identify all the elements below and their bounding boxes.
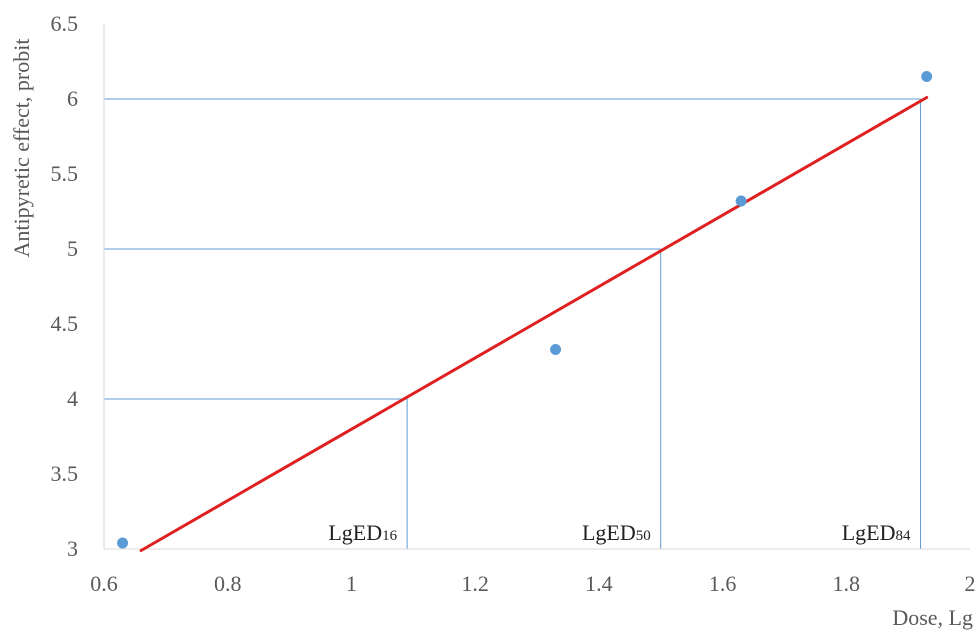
annotation-ed50: LgED50 [582,520,651,545]
y-tick-label: 4.5 [51,311,79,336]
data-point-1 [117,537,129,549]
x-tick-label: 2 [965,571,976,596]
x-tick-label: 1.8 [833,571,861,596]
y-tick-label: 4 [67,386,78,411]
y-tick-label: 3.5 [51,461,79,486]
x-tick-label: 1.6 [709,571,737,596]
data-point-3 [735,195,747,207]
x-tick-label: 1.2 [461,571,489,596]
trendline-group [139,96,929,552]
data-points [117,71,933,549]
x-tick-label: 1 [346,571,357,596]
y-tick-label: 5 [67,236,78,261]
annotation-ed16: LgED16 [328,520,397,545]
x-tick-label: 0.8 [214,571,242,596]
annotations: LgED16 LgED50 LgED84 [328,520,911,545]
y-tick-label: 5.5 [51,161,79,186]
reference-lines [104,98,922,549]
x-tick-label: 0.6 [90,571,118,596]
y-tick-label: 6 [67,86,78,111]
x-axis-title: Dose, Lg [892,605,973,630]
annotation-ed84: LgED84 [842,520,911,545]
y-tick-label: 3 [67,536,78,561]
x-tick-label: 1.4 [585,571,613,596]
axes [103,24,970,550]
y-tick-label: 6.5 [51,11,79,36]
trendline [139,96,929,552]
data-point-4 [921,71,933,82]
y-axis-title: Antipyretic effect, probit [9,39,34,258]
tick-labels: 0.6 0.8 1 1.2 1.4 1.6 1.8 2 3 3.5 4 4.5 5 5.5 6 6.5 [51,11,976,596]
data-point-2 [550,344,562,355]
